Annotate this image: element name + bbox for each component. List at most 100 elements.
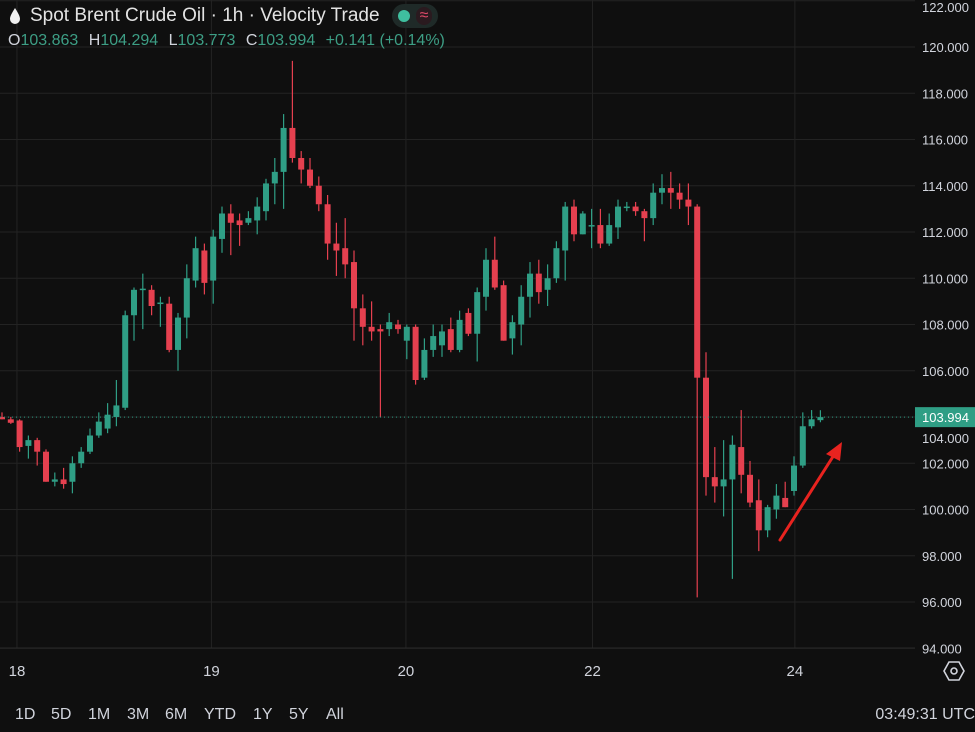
candle-body	[307, 169, 313, 186]
range-5y[interactable]: 5Y	[289, 706, 309, 723]
candle-body	[51, 479, 58, 482]
candle	[34, 437, 41, 466]
symbol-title[interactable]: Spot Brent Crude Oil · 1h · Velocity Tra…	[30, 5, 380, 26]
candle	[271, 158, 278, 205]
candle-body	[113, 405, 120, 417]
range-all[interactable]: All	[326, 706, 344, 723]
y-tick-label: 96.000	[922, 595, 962, 610]
candle-body	[386, 322, 393, 330]
candle	[7, 417, 14, 424]
candle	[667, 171, 674, 209]
candle	[25, 435, 32, 459]
candle-body	[139, 288, 146, 291]
x-tick-label: 19	[203, 663, 220, 680]
candle	[280, 114, 287, 209]
candle	[535, 259, 542, 304]
y-tick-label: 118.000	[922, 86, 968, 101]
candle	[95, 412, 102, 438]
candle	[641, 208, 648, 242]
candle	[791, 456, 797, 496]
range-1d[interactable]: 1D	[15, 706, 36, 723]
candle-body	[395, 324, 401, 330]
status-pill[interactable]: ≈	[391, 4, 439, 28]
candle-body	[571, 206, 577, 235]
candle	[799, 412, 806, 468]
candle-body	[245, 218, 252, 223]
candle-body	[615, 206, 621, 228]
candle	[430, 324, 437, 357]
close-label: C	[245, 32, 258, 49]
candle	[333, 222, 340, 276]
candle-body	[298, 158, 305, 170]
y-tick-label: 120.000	[922, 40, 969, 55]
candle	[491, 236, 498, 290]
candle	[447, 317, 454, 353]
candle-body	[456, 319, 463, 350]
candle-body	[667, 188, 674, 193]
candle-body	[632, 206, 639, 212]
open-label: O	[8, 32, 21, 49]
candle	[263, 178, 269, 221]
range-5d[interactable]: 5D	[51, 706, 72, 723]
candle-body	[43, 451, 49, 482]
candle-body	[447, 329, 454, 350]
candle	[421, 338, 428, 380]
candle-body	[747, 474, 753, 503]
candle-body	[491, 259, 498, 288]
candle-body	[342, 248, 349, 265]
candle	[166, 296, 173, 353]
candle-body	[729, 444, 736, 480]
candle-body	[562, 206, 569, 251]
candle-body	[799, 426, 806, 466]
candle	[351, 250, 357, 341]
candle-body	[351, 262, 357, 309]
range-ytd[interactable]: YTD	[204, 706, 236, 723]
candle-body	[606, 225, 613, 244]
candle-body	[500, 285, 507, 341]
candlestick-chart[interactable]: 94.000 96.000 98.000 100.000 102.000 104.000 1…	[0, 0, 975, 700]
candle	[711, 447, 718, 503]
candle	[623, 201, 630, 212]
candle	[632, 201, 639, 216]
gear-icon[interactable]	[943, 660, 965, 682]
y-tick-label: 112.000	[922, 225, 968, 240]
candle-body	[623, 206, 630, 209]
candle-body	[553, 248, 560, 279]
candle-body	[773, 495, 780, 510]
candle-body	[439, 331, 445, 346]
price-axis[interactable]: 94.000 96.000 98.000 100.000 102.000 104.000 1…	[922, 0, 969, 656]
range-1m[interactable]: 1M	[88, 706, 111, 723]
y-tick-label: 108.000	[922, 318, 969, 333]
candle-body	[403, 326, 410, 341]
annotation-arrow	[778, 442, 842, 542]
bottom-toolbar: 1D 5D 1M 3M 6M YTD 1Y 5Y All 03:49:31 UT…	[0, 700, 975, 732]
candle-body	[676, 192, 683, 200]
candle-body	[703, 377, 709, 478]
candle	[439, 324, 445, 357]
range-3m[interactable]: 3M	[127, 706, 150, 723]
candle	[509, 315, 516, 355]
clock[interactable]: 03:49:31 UTC	[875, 706, 975, 723]
y-tick-label: 98.000	[922, 549, 962, 564]
candle	[131, 287, 137, 341]
candle	[78, 447, 85, 468]
time-axis[interactable]: 18 19 20 22 24	[9, 663, 804, 680]
candle-body	[219, 213, 225, 239]
candle-body	[597, 225, 604, 244]
candle-body	[227, 213, 234, 223]
candle	[703, 352, 709, 496]
candle-body	[659, 188, 665, 193]
low-label: L	[168, 32, 178, 49]
last-price-badge: 103.994	[915, 407, 975, 428]
candle-body	[359, 308, 366, 327]
candles	[0, 60, 824, 598]
range-6m[interactable]: 6M	[165, 706, 188, 723]
y-tick-label: 100.000	[922, 503, 969, 518]
range-1y[interactable]: 1Y	[253, 706, 273, 723]
candle	[553, 241, 560, 283]
candle-body	[131, 289, 137, 316]
candle-body	[412, 326, 419, 380]
candle-body	[0, 417, 5, 420]
candle	[606, 213, 613, 246]
candle	[342, 218, 349, 279]
